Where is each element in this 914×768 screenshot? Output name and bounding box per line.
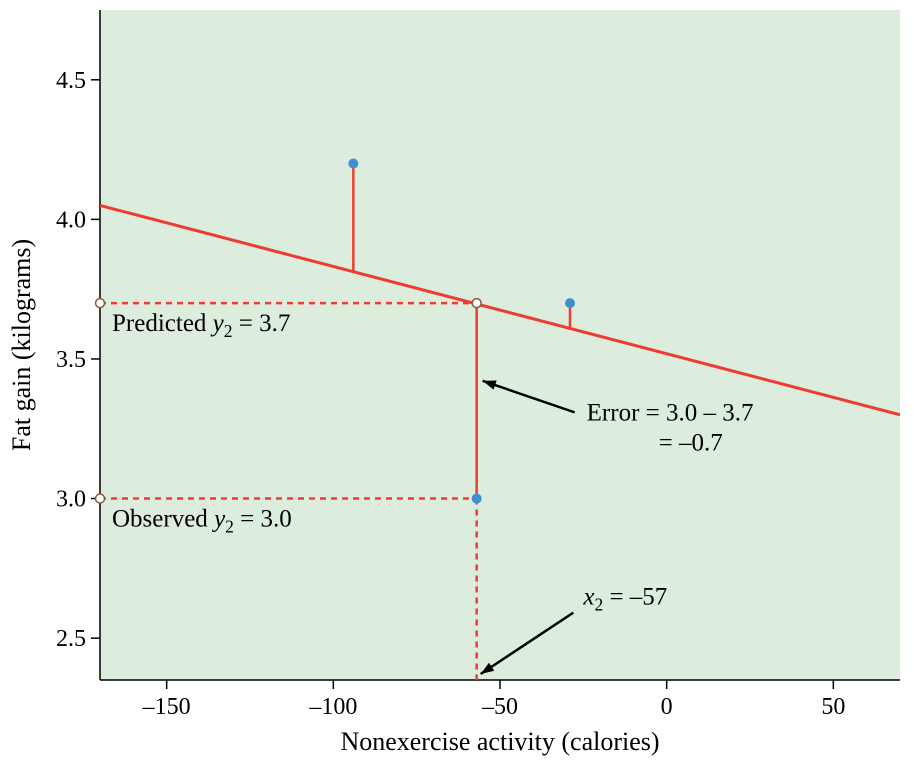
observed-marker-axis: [96, 494, 105, 503]
y-tick-label: 4.0: [56, 207, 86, 233]
annotation-text: Observed y2 = 3.0: [112, 506, 292, 537]
data-point: [565, 298, 575, 308]
x-tick-label: 50: [821, 694, 845, 720]
chart-container: –150 –100 –50 0 50 2.5 3.0 3.5 4.0 4.5 Nonexercise…: [0, 0, 914, 768]
annotation-text: Predicted y2 = 3.7: [112, 310, 290, 341]
scatter-chart: –150 –100 –50 0 50 2.5 3.0 3.5 4.0 4.5 Nonexercise…: [0, 0, 914, 768]
plot-background: [100, 10, 900, 680]
y-tick-label: 2.5: [56, 626, 86, 652]
x-axis-label: Nonexercise activity (calories): [340, 727, 659, 756]
x-tick-label: 0: [661, 694, 673, 720]
y-tick-label: 3.0: [56, 487, 86, 513]
x-tick-label: –100: [308, 694, 357, 720]
y-tick-label: 3.5: [56, 347, 86, 373]
data-point: [348, 159, 358, 169]
x-tick-label: –50: [481, 694, 518, 720]
predicted-marker-axis: [96, 299, 105, 308]
predicted-marker: [472, 299, 481, 308]
error-annotation-2: = –0.7: [659, 429, 723, 456]
y-axis-label: Fat gain (kilograms): [7, 239, 36, 451]
error-annotation: Error = 3.0 – 3.7: [587, 399, 754, 426]
y-tick-label: 4.5: [56, 68, 86, 94]
x-tick-label: –150: [142, 694, 191, 720]
data-point: [472, 494, 482, 504]
